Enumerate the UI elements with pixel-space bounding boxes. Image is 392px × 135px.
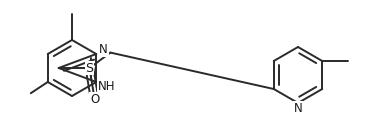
- Text: NH: NH: [98, 80, 115, 93]
- Text: S: S: [85, 62, 93, 75]
- Text: N: N: [100, 43, 108, 56]
- Text: N: N: [294, 102, 302, 114]
- Text: O: O: [90, 93, 99, 106]
